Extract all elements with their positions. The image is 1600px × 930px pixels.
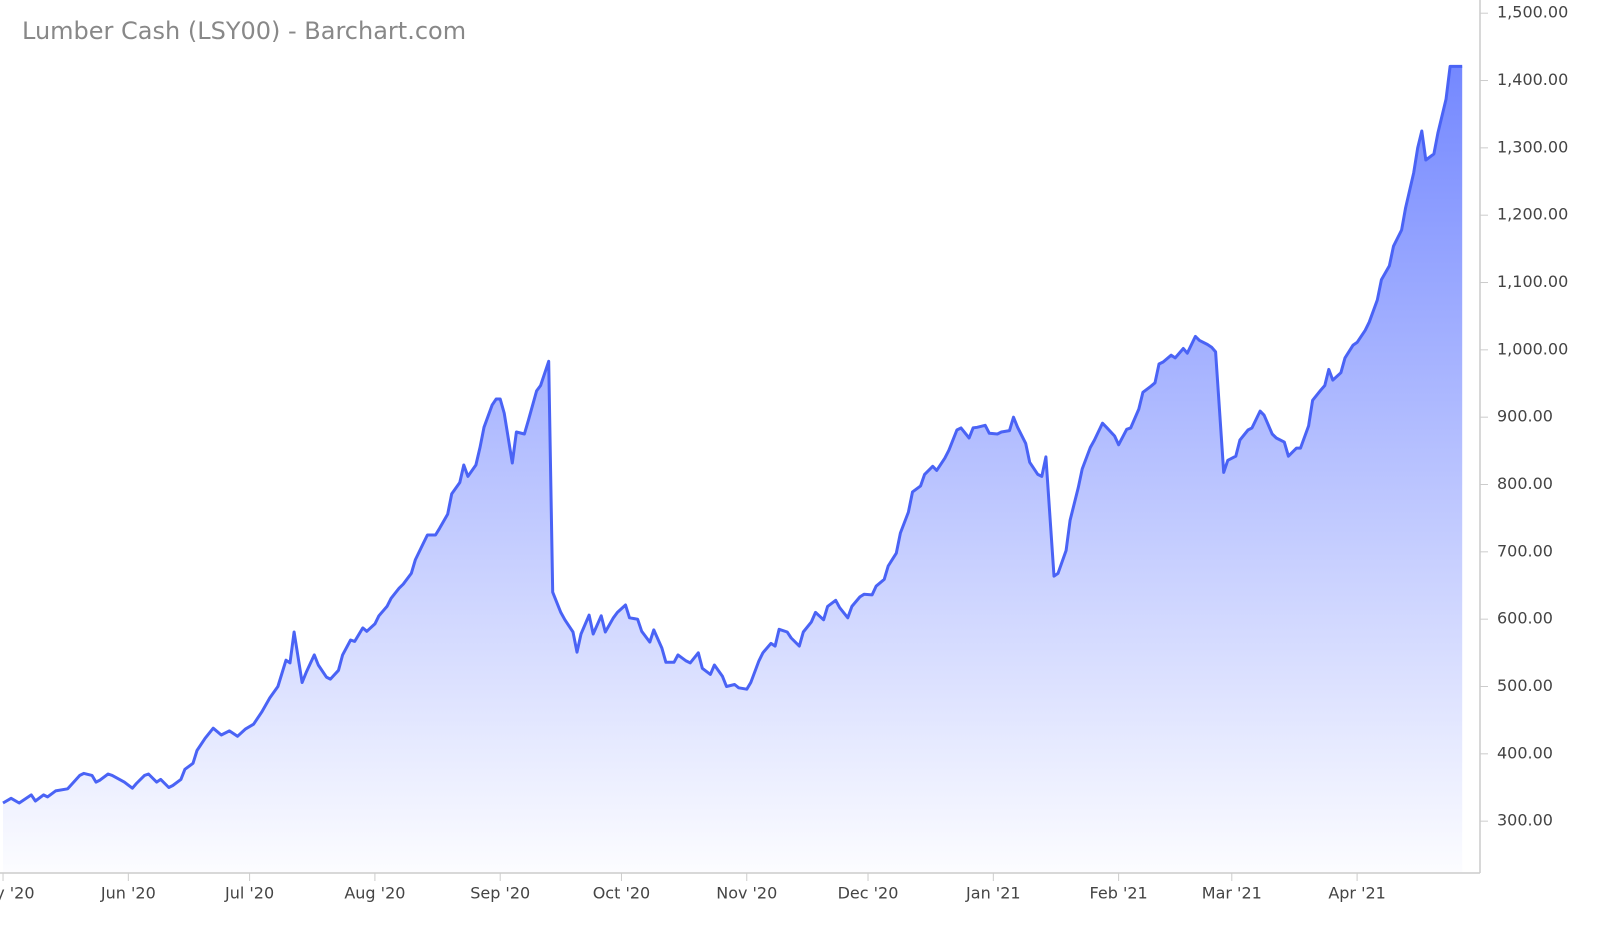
plot-area [2, 64, 1463, 873]
y-tick-label: 800.00 [1497, 474, 1553, 493]
y-tick-label: 400.00 [1497, 743, 1553, 762]
x-tick-label: Dec '20 [838, 884, 899, 903]
x-tick-label: Nov '20 [716, 884, 777, 903]
x-tick-label: Mar '21 [1202, 884, 1262, 903]
y-tick-label: 1,200.00 [1497, 205, 1568, 224]
area-fill [3, 66, 1463, 873]
y-tick-label: 700.00 [1497, 541, 1553, 560]
y-tick-label: 1,300.00 [1497, 137, 1568, 156]
x-tick-label: Jul '20 [224, 884, 274, 903]
y-tick-label: 1,100.00 [1497, 272, 1568, 291]
x-tick-label: Apr '21 [1328, 884, 1386, 903]
y-tick-label: 1,000.00 [1497, 339, 1568, 358]
x-tick-label: May '20 [0, 884, 34, 903]
price-line [2, 64, 1463, 805]
x-tick-label: Aug '20 [344, 884, 405, 903]
x-tick-label: Oct '20 [593, 884, 651, 903]
y-tick-label: 600.00 [1497, 609, 1553, 628]
x-tick-label: Feb '21 [1090, 884, 1148, 903]
x-tick-label: Jun '20 [100, 884, 156, 903]
y-tick-label: 900.00 [1497, 407, 1553, 426]
y-tick-label: 1,400.00 [1497, 70, 1568, 89]
x-tick-label: Jan '21 [965, 884, 1021, 903]
chart-title: Lumber Cash (LSY00) - Barchart.com [22, 17, 466, 45]
x-tick-label: Sep '20 [470, 884, 530, 903]
y-tick-label: 500.00 [1497, 676, 1553, 695]
y-tick-label: 1,500.00 [1497, 3, 1568, 22]
y-tick-label: 300.00 [1497, 811, 1553, 830]
